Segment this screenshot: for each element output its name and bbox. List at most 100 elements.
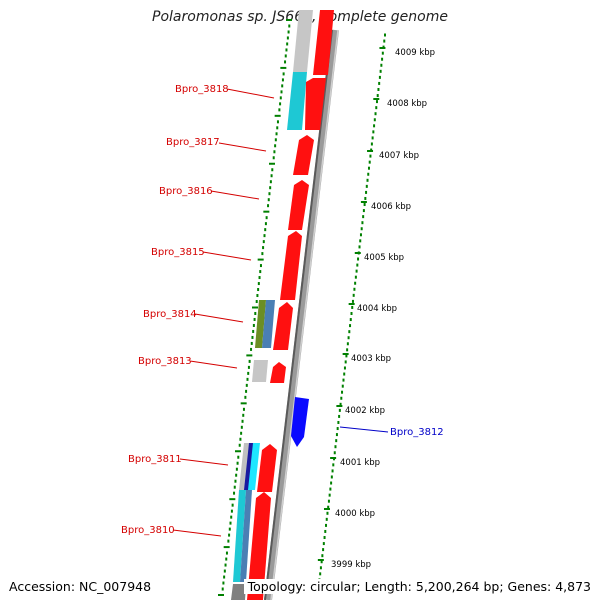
right-dotted-scale: 4009 kbp 4008 kbp 4007 kbp 4006 kbp 4005 kbp… bbox=[317, 33, 435, 594]
scale-tick-label: 4009 kbp bbox=[395, 48, 435, 58]
track-dot bbox=[247, 365, 250, 369]
cds-arrow bbox=[257, 444, 277, 492]
scale-dot bbox=[338, 414, 341, 418]
scale-dot bbox=[373, 118, 376, 122]
track-dot bbox=[245, 383, 248, 387]
scale-dot bbox=[340, 396, 343, 400]
track-dot bbox=[252, 323, 255, 327]
track-dot bbox=[262, 246, 265, 250]
track-dot bbox=[257, 282, 260, 286]
track-dot bbox=[267, 204, 270, 208]
gene-label: Bpro_3814 bbox=[143, 309, 197, 320]
track-dot bbox=[244, 395, 247, 399]
scale-dot bbox=[343, 366, 346, 370]
gene-leader-line bbox=[226, 88, 275, 99]
scale-dot bbox=[363, 203, 366, 207]
scale-dot bbox=[356, 263, 359, 267]
scale-dot bbox=[330, 475, 333, 479]
cds-arrow bbox=[288, 180, 309, 230]
scale-dot bbox=[350, 312, 353, 315]
track-dot bbox=[236, 461, 239, 465]
gene-leader-line bbox=[218, 142, 267, 152]
scale-dot bbox=[365, 184, 368, 188]
gene-leader-line bbox=[172, 529, 222, 537]
scale-tick-label: 4005 kbp bbox=[364, 253, 404, 263]
backbone-outer bbox=[264, 29, 339, 600]
track-dot bbox=[285, 48, 288, 52]
track-dot bbox=[267, 198, 270, 202]
scale-tick-label: 3999 kbp bbox=[331, 560, 371, 570]
olive-feature bbox=[255, 300, 266, 348]
scale-dot bbox=[339, 402, 342, 406]
track-dot bbox=[268, 192, 271, 196]
track-dot bbox=[230, 509, 233, 513]
scale-dot bbox=[366, 178, 369, 182]
track-dot bbox=[281, 84, 284, 88]
track-dot bbox=[240, 425, 243, 429]
scale-dot bbox=[374, 112, 377, 116]
scale-dot bbox=[359, 233, 362, 237]
gene-label: Bpro_3811 bbox=[128, 454, 182, 465]
scale-dot bbox=[369, 154, 372, 158]
cds-arrow bbox=[247, 492, 271, 600]
track-dot bbox=[223, 569, 226, 573]
track-dot bbox=[223, 575, 226, 579]
gray-feature bbox=[231, 584, 246, 600]
track-dot bbox=[222, 581, 225, 585]
track-dot bbox=[262, 240, 265, 244]
track-dot bbox=[247, 371, 250, 375]
forward-cds-track bbox=[247, 10, 334, 600]
track-dot bbox=[256, 294, 259, 298]
track-dot bbox=[259, 270, 262, 274]
cyan-feature bbox=[287, 72, 307, 130]
track-dot bbox=[255, 300, 258, 304]
scale-dot bbox=[354, 281, 357, 285]
track-dot bbox=[246, 377, 249, 381]
track-dot bbox=[270, 174, 273, 178]
scale-dot bbox=[351, 299, 354, 303]
scale-dot bbox=[360, 227, 363, 231]
track-dot bbox=[229, 521, 232, 525]
scale-dot bbox=[330, 481, 333, 485]
cds-arrow bbox=[280, 231, 302, 300]
scale-dot bbox=[376, 94, 379, 98]
scale-tick-label: 4001 kbp bbox=[340, 458, 380, 468]
scale-dot bbox=[325, 523, 328, 527]
gene-leader-line bbox=[339, 426, 389, 433]
scale-dot bbox=[328, 493, 331, 497]
track-dot bbox=[275, 132, 278, 136]
scale-dot bbox=[354, 275, 357, 279]
track-dot bbox=[245, 389, 248, 393]
track-dot bbox=[235, 467, 238, 471]
scale-dot bbox=[325, 517, 328, 521]
track-dot bbox=[228, 533, 231, 537]
cyan-feature bbox=[233, 490, 246, 582]
track-dot bbox=[252, 329, 255, 333]
gene-leader-line bbox=[179, 458, 229, 466]
cds-arrow bbox=[305, 78, 326, 130]
track-dot bbox=[251, 335, 254, 339]
scale-dot bbox=[335, 433, 338, 437]
track-dot bbox=[227, 539, 230, 543]
gene-label: Bpro_3816 bbox=[159, 186, 213, 197]
scale-dot bbox=[361, 221, 364, 225]
scale-dot bbox=[322, 548, 325, 552]
track-dot bbox=[250, 341, 253, 345]
scale-dot bbox=[344, 360, 347, 364]
gene-label: Bpro_3813 bbox=[138, 356, 192, 367]
scale-dot bbox=[338, 408, 341, 412]
scale-dot bbox=[345, 354, 348, 358]
cds-arrow bbox=[270, 362, 286, 383]
scale-dot bbox=[365, 190, 368, 194]
gene-label: Bpro_3818 bbox=[175, 84, 229, 95]
track-dot bbox=[221, 587, 224, 591]
scale-dot bbox=[327, 505, 330, 509]
track-dot bbox=[261, 252, 264, 256]
scale-dot bbox=[358, 245, 361, 249]
gene-label-layer: Bpro_3818 Bpro_3817 Bpro_3816 Bpro_3815 Bpro… bbox=[121, 84, 444, 537]
track-dot bbox=[286, 42, 289, 46]
gene-leader-line bbox=[189, 360, 238, 369]
scale-dot bbox=[384, 33, 386, 37]
scale-dot bbox=[367, 166, 370, 170]
